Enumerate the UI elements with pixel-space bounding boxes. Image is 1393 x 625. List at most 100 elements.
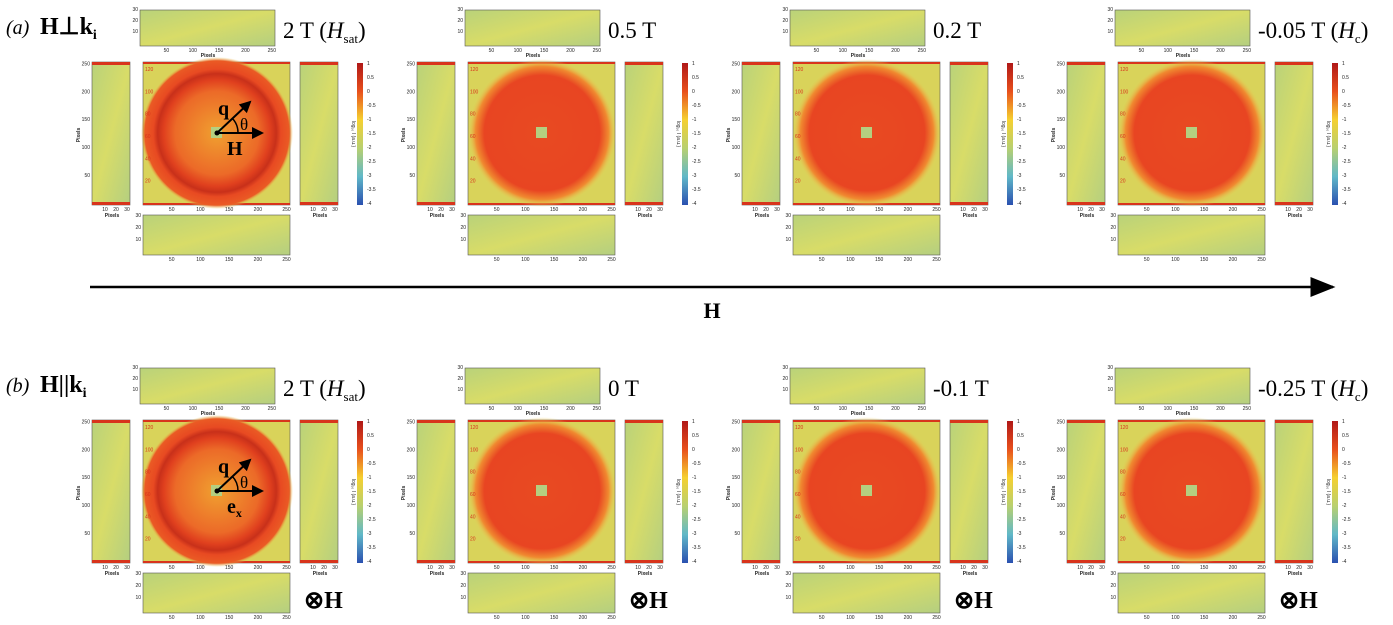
strip-tick-label: 10 xyxy=(427,565,433,571)
inner-tick-label: 80 xyxy=(470,112,476,118)
axis-label: Pixels xyxy=(638,213,653,219)
x-tick-label: 50 xyxy=(169,565,175,571)
strip-tick-label: 30 xyxy=(1099,207,1105,213)
y-tick-label: 50 xyxy=(734,531,740,537)
x-tick-label: 150 xyxy=(550,257,559,263)
bottom-strip xyxy=(142,214,291,256)
axis-label: Pixels xyxy=(401,128,407,143)
y-tick-label: 250 xyxy=(1057,61,1066,67)
inner-tick-label: 60 xyxy=(470,134,476,140)
strip-tick-label: 30 xyxy=(135,213,141,219)
q-label: q xyxy=(218,456,229,478)
strip-tick-label: 30 xyxy=(982,207,988,213)
x-tick-label: 50 xyxy=(489,48,495,54)
colorbar-tick-label: 0.5 xyxy=(1017,75,1024,81)
colorbar xyxy=(682,421,688,563)
axis-label: Pixels xyxy=(851,411,866,417)
x-tick-label: 100 xyxy=(521,257,530,263)
colorbar-tick-label: 0 xyxy=(692,89,695,95)
axis-label: Pixels xyxy=(1051,486,1057,501)
x-tick-label: 100 xyxy=(1171,207,1180,213)
x-tick-label: 150 xyxy=(540,48,549,54)
colorbar-tick-label: -4 xyxy=(1017,201,1022,207)
colorbar-tick-label: -0.5 xyxy=(1017,461,1026,467)
colorbar-tick-label: 1 xyxy=(1017,419,1020,425)
colorbar xyxy=(1007,63,1013,205)
x-tick-label: 50 xyxy=(814,406,820,412)
inner-tick-label: 100 xyxy=(1120,89,1129,95)
y-tick-label: 200 xyxy=(732,447,741,453)
strip-tick-label: 10 xyxy=(635,565,641,571)
inner-tick-label: 20 xyxy=(1120,179,1126,185)
x-tick-label: 50 xyxy=(819,565,825,571)
top-strip xyxy=(789,9,926,47)
strip-tick-label: 10 xyxy=(1077,207,1083,213)
text-part: c xyxy=(1355,31,1361,46)
text-part: H xyxy=(227,138,243,160)
text-part: -0.1 T xyxy=(933,376,989,401)
colorbar xyxy=(1332,63,1338,205)
colorbar-tick-label: -3 xyxy=(367,173,372,179)
colorbar-label: log₁₀ I (a.u.) xyxy=(675,121,681,148)
inner-tick-label: 60 xyxy=(145,492,151,498)
x-tick-label: 250 xyxy=(607,257,616,263)
field-label: -0.25 T (Hc) xyxy=(1258,376,1368,404)
x-tick-label: 250 xyxy=(607,207,616,213)
x-tick-label: 150 xyxy=(1200,207,1209,213)
x-tick-label: 200 xyxy=(1216,406,1225,412)
field-label: 2 T (Hsat) xyxy=(283,18,366,46)
x-tick-label: 150 xyxy=(550,207,559,213)
colorbar-tick-label: 0 xyxy=(1342,447,1345,453)
field-label: -0.1 T xyxy=(933,376,989,401)
colorbar-tick-label: -2.5 xyxy=(692,159,701,165)
right-strip xyxy=(299,61,339,206)
x-tick-label: 200 xyxy=(1229,615,1238,621)
axis-label: Pixels xyxy=(1051,128,1057,143)
colorbar-tick-label: -0.5 xyxy=(1342,103,1351,109)
text-part: i xyxy=(83,386,87,401)
colorbar-tick-label: -3.5 xyxy=(1342,187,1351,193)
inner-tick-label: 100 xyxy=(795,447,804,453)
colorbar-tick-label: -2.5 xyxy=(1017,517,1026,523)
strip-tick-label: 20 xyxy=(132,18,138,24)
edge xyxy=(742,420,780,423)
x-tick-label: 200 xyxy=(904,207,913,213)
y-tick-label: 150 xyxy=(732,475,741,481)
x-tick-label: 200 xyxy=(254,257,263,263)
colorbar-tick-label: 0 xyxy=(367,89,370,95)
colorbar-tick-label: -3 xyxy=(1017,173,1022,179)
inner-tick-label: 120 xyxy=(145,425,154,431)
x-tick-label: 150 xyxy=(540,406,549,412)
inner-tick-label: 20 xyxy=(795,537,801,543)
x-tick-label: 200 xyxy=(904,257,913,263)
x-tick-label: 250 xyxy=(1257,257,1266,263)
text-part: 2 T ( xyxy=(283,376,327,401)
y-tick-label: 200 xyxy=(407,89,416,95)
top-strip xyxy=(464,9,601,47)
x-tick-label: 200 xyxy=(241,48,250,54)
top-strip xyxy=(789,367,926,405)
inner-tick-label: 60 xyxy=(470,492,476,498)
inner-tick-label: 80 xyxy=(795,112,801,118)
inner-tick-label: 20 xyxy=(1120,537,1126,543)
colorbar-tick-label: -3 xyxy=(692,531,697,537)
vector-label: H xyxy=(227,138,243,160)
colorbar-label: log₁₀ I (a.u.) xyxy=(675,479,681,506)
strip-tick-label: 30 xyxy=(449,565,455,571)
strip-tick-label: 30 xyxy=(1307,207,1313,213)
edge xyxy=(950,62,988,65)
axis-label: Pixels xyxy=(526,53,541,59)
strip-tick-label: 30 xyxy=(785,571,791,577)
strip-tick-label: 30 xyxy=(132,365,138,371)
inner-tick-label: 100 xyxy=(470,89,479,95)
y-tick-label: 100 xyxy=(732,503,741,509)
inner-tick-label: 20 xyxy=(470,179,476,185)
inner-tick-label: 20 xyxy=(145,179,151,185)
colorbar-tick-label: -3 xyxy=(367,531,372,537)
x-tick-label: 100 xyxy=(196,257,205,263)
strip-tick-label: 30 xyxy=(124,565,130,571)
inner-tick-label: 40 xyxy=(145,156,151,162)
text-part: H||k xyxy=(40,372,83,398)
inner-tick-label: 40 xyxy=(470,514,476,520)
x-tick-label: 250 xyxy=(918,406,927,412)
